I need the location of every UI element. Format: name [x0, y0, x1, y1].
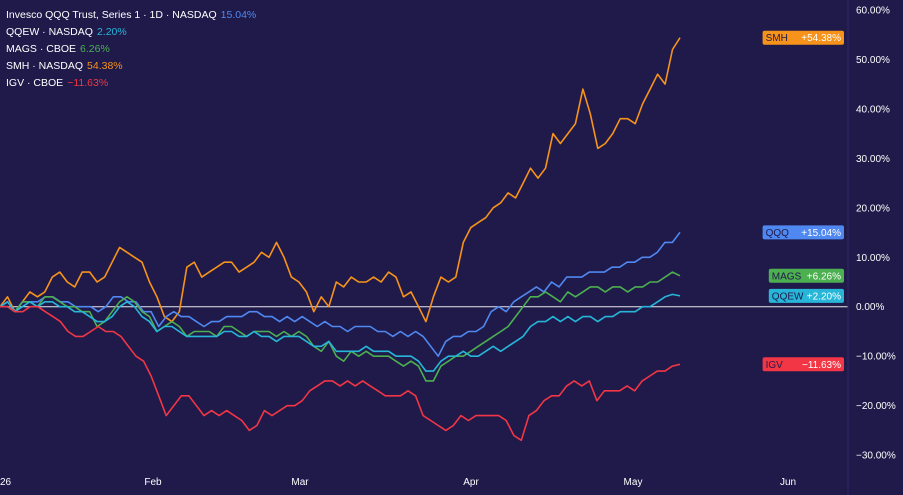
legend-value: −11.63%	[67, 77, 109, 89]
legend-row-igv[interactable]: IGV · CBOE −11.63%	[6, 75, 256, 92]
series-line-qqew[interactable]	[0, 293, 681, 372]
y-axis: 60.00% 50.00% 40.00% 30.00% 20.00% 10.00% 0.00…	[856, 5, 896, 461]
y-tick-label: −30.00%	[856, 451, 896, 462]
badge-name: IGV	[766, 360, 784, 371]
legend-name: Invesco QQQ Trust, Series 1 · 1D · NASDA…	[6, 9, 217, 21]
badge-value: +15.04%	[801, 228, 841, 239]
y-tick-label: 30.00%	[856, 154, 890, 165]
series-line-igv[interactable]	[0, 305, 681, 442]
x-tick-label: Feb	[144, 477, 162, 488]
y-tick-label: 10.00%	[856, 253, 890, 264]
badge-qqew	[768, 288, 844, 303]
y-tick-label: 20.00%	[856, 203, 890, 214]
legend-value: 2.20%	[96, 26, 127, 38]
badge-value: +2.20%	[807, 291, 841, 302]
y-tick-label: 50.00%	[856, 55, 890, 66]
badge-value: +6.26%	[807, 271, 841, 282]
badge-qqq	[762, 225, 844, 240]
series-line-mags[interactable]	[0, 271, 681, 382]
legend-name: MAGS · CBOE	[6, 43, 77, 55]
legend-value: 54.38%	[87, 60, 123, 72]
x-tick-label: Jun	[780, 477, 796, 488]
series-line-smh[interactable]	[0, 37, 681, 323]
legend-row-qqew[interactable]: QQEW · NASDAQ 2.20%	[6, 24, 256, 41]
badge-smh	[762, 30, 844, 45]
x-tick-label: Apr	[463, 477, 479, 488]
legend-name: SMH · NASDAQ	[6, 60, 84, 72]
badge-value: +54.38%	[801, 33, 841, 44]
legend: Invesco QQQ Trust, Series 1 · 1D · NASDA…	[6, 7, 256, 92]
y-tick-label: −20.00%	[856, 401, 896, 412]
badge-name: MAGS	[772, 271, 802, 282]
x-tick-label: May	[624, 477, 643, 488]
badge-igv	[762, 357, 844, 372]
legend-value: 6.26%	[80, 43, 110, 55]
badge-value: −11.63%	[802, 360, 841, 371]
badge-name: QQEW	[772, 291, 804, 302]
plot-area	[0, 37, 848, 442]
legend-name: QQEW · NASDAQ	[6, 26, 93, 38]
last-value-badges: SMH +54.38% QQQ +15.04% MAGS +6.26%QQEW +2.20%…	[762, 30, 844, 372]
legend-row-smh[interactable]: SMH · NASDAQ 54.38%	[6, 58, 256, 75]
badge-name: SMH	[766, 33, 788, 44]
x-axis: 26 Feb Mar Apr May Jun	[0, 477, 796, 488]
legend-name: IGV · CBOE	[6, 77, 64, 89]
y-tick-label: −10.00%	[856, 352, 896, 363]
y-tick-label: 0.00%	[856, 302, 884, 313]
y-tick-label: 60.00%	[856, 5, 890, 16]
legend-row-mags[interactable]: MAGS · CBOE 6.26%	[6, 41, 256, 58]
legend-row-qqq[interactable]: Invesco QQQ Trust, Series 1 · 1D · NASDA…	[6, 7, 256, 24]
badge-name: QQQ	[766, 228, 790, 239]
x-tick-label: 26	[0, 477, 12, 488]
series-line-qqq[interactable]	[0, 231, 681, 358]
y-tick-label: 40.00%	[856, 104, 890, 115]
legend-value: 15.04%	[220, 9, 257, 21]
x-tick-label: Mar	[291, 477, 309, 488]
badge-mags	[768, 268, 844, 283]
